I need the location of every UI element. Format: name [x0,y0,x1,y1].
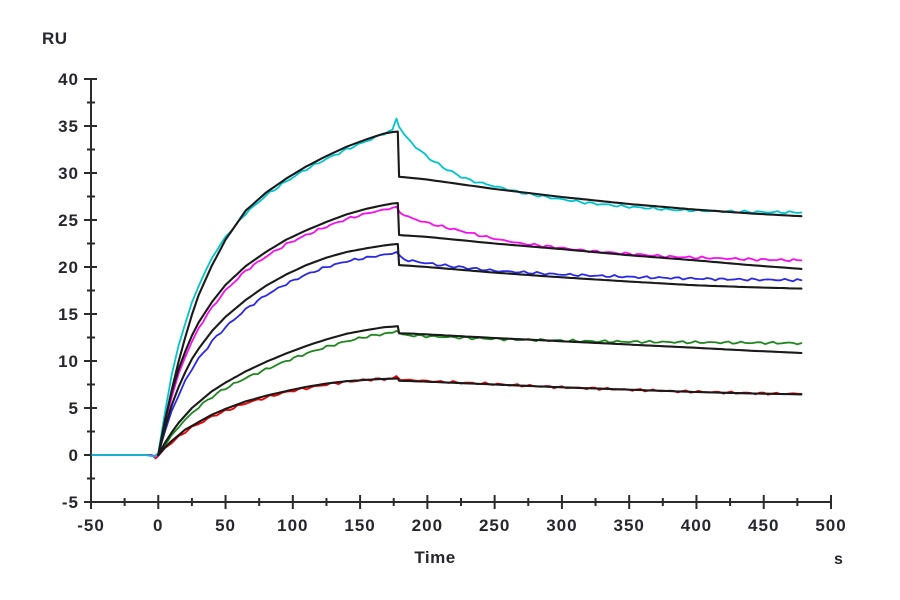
x-tick-label: 250 [479,516,510,535]
fit-blue-path [157,242,803,457]
y-tick-label: 40 [58,70,79,89]
y-tick-label: 0 [69,446,79,465]
x-tick-label: 350 [613,516,644,535]
y-axis-unit-label: RU [42,29,68,48]
fit-red-path [157,377,803,457]
cyan-trace-path [91,117,803,458]
blue-trace-path [91,251,803,458]
fit-cyan-path [157,130,803,457]
x-tick-label: 150 [344,516,375,535]
x-tick-label: -50 [77,516,105,535]
x-axis-title: Time [414,548,456,567]
x-tick-label: 300 [546,516,577,535]
y-tick-label: 35 [58,117,79,136]
x-tick-label: 450 [748,516,779,535]
y-tick-label: 20 [58,258,79,277]
x-tick-label: 200 [412,516,443,535]
y-tick-label: 15 [58,305,79,324]
magenta-trace-path [91,205,803,458]
y-tick-label: 30 [58,164,79,183]
red-trace-path [91,375,803,460]
green-trace-path [91,330,803,458]
x-tick-label: 400 [681,516,712,535]
x-tick-label: 100 [277,516,308,535]
y-tick-label: 10 [58,352,79,371]
fit-magenta-path [157,202,803,457]
x-tick-label: 0 [153,516,163,535]
y-tick-label: 25 [58,211,79,230]
x-axis-unit-label: s [834,551,844,568]
x-tick-label: 50 [215,516,236,535]
x-tick-label: 500 [815,516,846,535]
y-tick-label: 5 [69,399,79,418]
y-tick-label: -5 [62,493,79,512]
fit-green-path [157,325,803,457]
